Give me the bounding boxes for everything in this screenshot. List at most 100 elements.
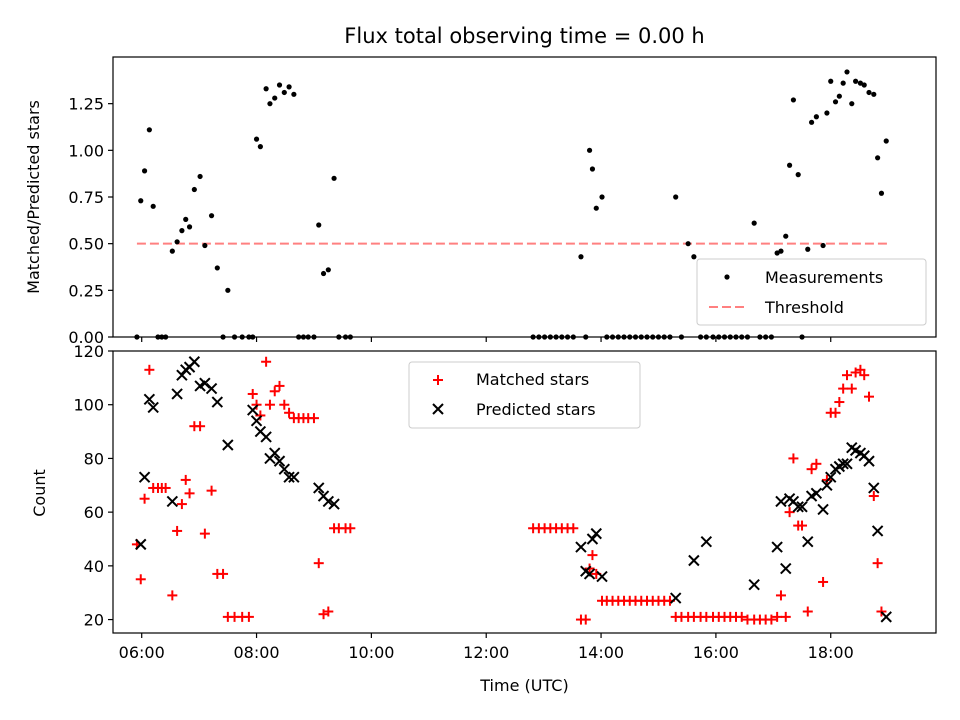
predicted-point <box>273 455 286 467</box>
matched-legend-marker <box>433 375 443 385</box>
measurement-point <box>276 82 283 88</box>
measurement-point <box>861 82 867 88</box>
top-panel: Flux total observing time = 0.00 h 0.00 0… <box>24 24 937 347</box>
predicted-legend-label: Predicted stars <box>476 400 596 419</box>
bottom-panel: 20 40 60 80 100 120 06:00 08:00 10:00 12:00 14:00… <box>30 342 937 695</box>
measurement-point <box>871 91 877 97</box>
measurement-point <box>832 99 839 105</box>
predicted-point <box>871 525 884 537</box>
measurement-point <box>783 233 789 239</box>
measurements-legend-marker <box>724 274 730 280</box>
matched-point <box>797 520 808 531</box>
bottom-axes-frame <box>112 350 937 634</box>
top-y-axis-label: Matched/Predicted stars <box>24 100 43 294</box>
measurement-point <box>875 155 881 161</box>
measurement-point <box>225 287 231 293</box>
matched-point <box>135 574 146 585</box>
measurement-point <box>836 93 842 99</box>
matched-point <box>775 590 786 601</box>
predicted-point <box>792 501 804 513</box>
matched-point <box>243 611 254 622</box>
predicted-point <box>837 458 849 470</box>
measurements-legend-label: Measurements <box>765 268 883 287</box>
measurement-point <box>589 166 596 172</box>
measurement-point <box>685 241 691 247</box>
top-y-tick-label: 1.00 <box>68 141 104 160</box>
measurement-point <box>828 78 834 84</box>
predicted-legend-marker <box>432 403 444 415</box>
threshold-legend-label: Threshold <box>764 298 844 317</box>
bottom-legend: Matched stars Predicted stars <box>408 361 641 429</box>
measurement-point <box>267 101 273 107</box>
top-y-tick-label: 0.75 <box>68 188 104 207</box>
measurement-point <box>202 242 208 249</box>
matched-point <box>772 611 783 622</box>
predicted-point <box>780 562 792 575</box>
top-chart-title: Flux total observing time = 0.00 h <box>344 24 704 48</box>
predicted-point <box>841 458 853 470</box>
bottom-y-tick-label: 20 <box>84 611 104 630</box>
predicted-point <box>283 471 295 483</box>
measurement-point <box>853 78 859 84</box>
matched-point <box>184 488 195 499</box>
bottom-y-tick-label: 80 <box>84 449 104 468</box>
measurement-point <box>257 144 263 150</box>
predicted-point <box>590 527 602 540</box>
measurement-point <box>586 147 593 153</box>
predicted-point <box>575 541 587 553</box>
top-y-tick-label: 0.00 <box>68 328 104 347</box>
matched-point <box>180 474 191 485</box>
measurement-point <box>805 246 811 252</box>
measurement-point <box>883 138 889 144</box>
top-y-ticks: 0.00 0.25 0.50 0.75 1.00 1.25 <box>68 95 113 347</box>
measurement-point <box>840 80 846 86</box>
predicted-point <box>796 501 808 513</box>
matched-point <box>172 525 183 536</box>
predicted-point <box>880 611 892 623</box>
bottom-x-tick-label: 12:00 <box>463 643 509 662</box>
bottom-y-tick-label: 60 <box>84 503 104 522</box>
measurement-point <box>253 136 260 142</box>
measurement-point <box>866 89 872 96</box>
predicted-point <box>135 538 147 551</box>
predicted-point <box>278 463 291 475</box>
measurement-point <box>786 162 793 168</box>
matched-point <box>261 356 272 367</box>
matched-point <box>876 606 887 617</box>
predicted-point <box>322 495 335 508</box>
bottom-y-tick-label: 120 <box>73 342 104 361</box>
measurement-point <box>214 265 220 271</box>
matched-point <box>859 370 870 381</box>
measurement-point <box>316 222 322 228</box>
bottom-y-tick-label: 100 <box>73 396 104 415</box>
matched-point <box>780 611 791 622</box>
matched-point <box>788 453 799 464</box>
measurement-point <box>331 175 337 181</box>
measurement-point <box>320 270 327 277</box>
bottom-x-tick-label: 16:00 <box>693 643 739 662</box>
top-legend-box <box>696 258 927 326</box>
bottom-plot-area <box>131 356 892 625</box>
bottom-y-tick-label: 40 <box>84 557 104 576</box>
predicted-point <box>222 439 234 451</box>
predicted-point <box>138 471 151 483</box>
matched-point <box>284 407 295 418</box>
bottom-x-tick-label: 18:00 <box>808 643 854 662</box>
bottom-x-tick-label: 14:00 <box>578 643 624 662</box>
predicted-point <box>171 388 183 400</box>
matched-point <box>199 528 210 539</box>
matched-point <box>323 606 334 617</box>
top-x-ticks <box>141 337 832 342</box>
predicted-point <box>188 356 201 368</box>
predicted-point <box>825 471 837 483</box>
matched-point <box>308 413 319 424</box>
matched-point <box>830 407 841 418</box>
matched-point <box>811 458 822 469</box>
predicted-point <box>863 455 875 467</box>
top-plot-area <box>134 69 889 340</box>
measurement-point <box>849 101 855 107</box>
matched-point <box>806 464 817 475</box>
measurement-point <box>691 254 697 260</box>
matched-point <box>206 485 217 496</box>
matched-point <box>587 550 598 561</box>
